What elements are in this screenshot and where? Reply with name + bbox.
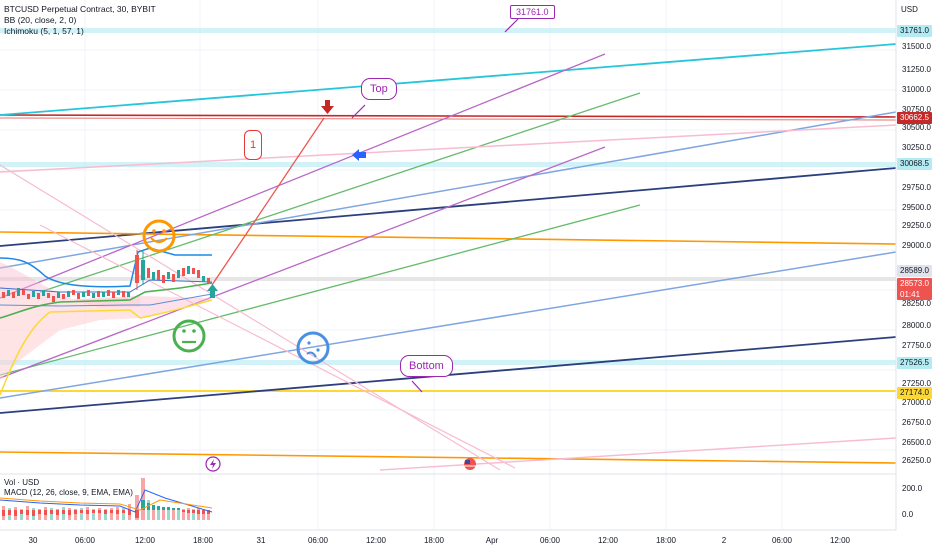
price-tick-label: 28000.0 [902, 321, 931, 330]
sub-tick-label: 200.0 [902, 484, 923, 493]
price-tick-label: 27000.0 [902, 398, 931, 407]
arrow-down-red-icon[interactable] [321, 100, 334, 114]
symbol-title[interactable]: BTCUSD Perpetual Contract, 30, BYBIT [4, 4, 156, 14]
ichimoku-cloud-lower [0, 296, 140, 380]
purple-trendline-upper[interactable] [0, 53, 606, 299]
level-30068-zone [0, 162, 896, 167]
time-tick-label: 06:00 [539, 536, 561, 545]
price-level-label-yellow[interactable]: 27174.0 [897, 387, 932, 399]
arrow-up-green-icon[interactable] [207, 284, 218, 298]
purple-trendline-lower[interactable] [0, 146, 606, 379]
candles[interactable] [2, 250, 210, 302]
price-level-label-cyan[interactable]: 27526.5 [897, 357, 932, 369]
level-28589-zone [0, 277, 896, 281]
price-tick-label: 30250.0 [902, 143, 931, 152]
bottom-callout[interactable]: Bottom [400, 355, 453, 377]
blue-trendline-upper[interactable] [0, 111, 897, 269]
price-tick-label: 31500.0 [902, 42, 931, 51]
time-tick-label: 30 [28, 536, 38, 545]
volume-indicator-label[interactable]: Vol · USD [4, 478, 40, 487]
price-tick-label: 29750.0 [902, 183, 931, 192]
bottom-callout-pointer [411, 380, 423, 393]
grid [0, 0, 896, 530]
price-level-label-current[interactable]: 28573.0 01:41 [897, 278, 932, 300]
price-tick-label: 31000.0 [902, 85, 931, 94]
price-tick-label: 30750.0 [902, 105, 931, 114]
price-tick-label: 26750.0 [902, 418, 931, 427]
level-30662-line-b[interactable] [0, 117, 897, 121]
green-trendline-lower[interactable] [0, 204, 641, 376]
sub-tick-label: 0.0 [902, 510, 914, 519]
sad-face-blue-icon[interactable] [296, 331, 330, 365]
price-tick-label: 30500.0 [902, 123, 931, 132]
top-callout[interactable]: Top [361, 78, 397, 100]
neutral-face-green-icon[interactable] [172, 319, 206, 353]
bar-countdown: 01:41 [900, 290, 921, 299]
time-tick-label: 12:00 [829, 536, 851, 545]
macd-line [0, 489, 213, 513]
price-level-label-cyan[interactable]: 30068.5 [897, 158, 932, 170]
time-tick-label: 06:00 [74, 536, 96, 545]
projection-line[interactable] [211, 117, 325, 286]
time-tick-label: 18:00 [655, 536, 677, 545]
lightning-event-icon[interactable] [205, 456, 221, 472]
top-price-callout[interactable]: 31761.0 [510, 5, 555, 19]
ichimoku-span-yellow[interactable] [0, 299, 213, 396]
pink-trendline-upper[interactable] [0, 124, 897, 173]
smiley-orange-icon[interactable] [142, 219, 176, 253]
price-tick-label: 29250.0 [902, 221, 931, 230]
time-tick-label: 12:00 [597, 536, 619, 545]
blue-trendline-lower[interactable] [0, 251, 897, 399]
time-tick-label: 18:00 [423, 536, 445, 545]
price-tick-label: 28250.0 [902, 299, 931, 308]
note-1-label[interactable]: 1 [244, 130, 262, 160]
macd-histogram [2, 500, 210, 518]
bb-upper-band[interactable] [0, 247, 212, 288]
ichimoku-indicator-label[interactable]: Ichimoku (5, 1, 57, 1) [4, 26, 84, 36]
price-tick-label: 29500.0 [902, 203, 931, 212]
price-tick-label: 26500.0 [902, 438, 931, 447]
level-30662-line-a[interactable] [0, 114, 897, 118]
price-level-label-cyan[interactable]: 31761.0 [897, 25, 932, 37]
orange-trendline-lower[interactable] [0, 451, 897, 464]
price-tick-label: 31250.0 [902, 65, 931, 74]
pink-diagonal-2[interactable] [39, 224, 516, 469]
price-level-label-red[interactable]: 30662.5 [897, 112, 932, 124]
bb-indicator-label[interactable]: BB (20, close, 2, 0) [4, 15, 77, 25]
pink-trendline-lower[interactable] [379, 437, 897, 471]
time-tick-label: 06:00 [771, 536, 793, 545]
top-box-pointer [504, 18, 519, 33]
time-tick-label: Apr [485, 536, 499, 545]
time-tick-label: 2 [721, 536, 727, 545]
price-tick-label: 29000.0 [902, 241, 931, 250]
price-tick-label: 27250.0 [902, 379, 931, 388]
time-tick-label: 06:00 [307, 536, 329, 545]
pink-diagonal-1[interactable] [0, 164, 501, 471]
price-tick-label: 26250.0 [902, 456, 931, 465]
level-31761-zone [0, 28, 896, 33]
orange-trendline-upper[interactable] [0, 231, 897, 245]
macd-indicator-label[interactable]: MACD (12, 26, close, 9, EMA, EMA) [4, 488, 133, 497]
ichimoku-baseline-green[interactable] [0, 282, 213, 319]
current-price-value: 28573.0 [900, 279, 929, 288]
price-tick-label: 27750.0 [902, 341, 931, 350]
chart-legend: BTCUSD Perpetual Contract, 30, BYBIT BB … [4, 4, 156, 37]
time-tick-label: 31 [256, 536, 266, 545]
sub-pane-legend: Vol · USD MACD (12, 26, close, 9, EMA, E… [4, 478, 133, 498]
bb-lower-band[interactable] [0, 293, 213, 307]
macd-signal [0, 497, 213, 511]
currency-label: USD [901, 5, 918, 14]
time-tick-label: 12:00 [365, 536, 387, 545]
time-tick-label: 12:00 [134, 536, 156, 545]
us-flag-event-icon[interactable] [464, 458, 476, 470]
green-trendline-upper[interactable] [39, 92, 641, 293]
arrow-left-blue-icon[interactable] [352, 149, 366, 161]
cyan-trendline[interactable] [0, 43, 897, 116]
top-callout-pointer [351, 104, 366, 119]
time-tick-label: 18:00 [192, 536, 214, 545]
price-level-label-gray[interactable]: 28589.0 [897, 265, 932, 277]
